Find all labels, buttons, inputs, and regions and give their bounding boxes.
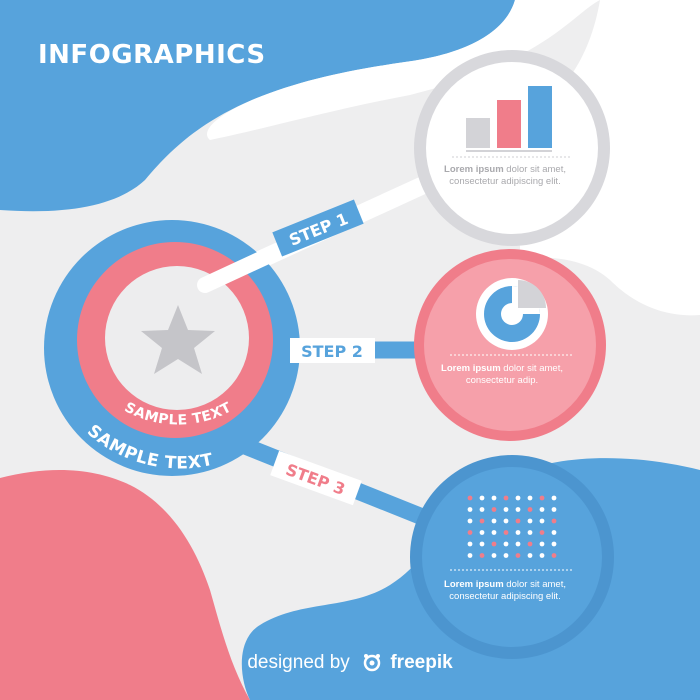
dot [503,495,509,501]
step2-tag: STEP 2 [290,338,375,363]
dot [491,553,497,558]
dot [491,541,497,547]
dot [467,541,473,547]
blue-blob-top-left [0,0,515,212]
page-title: INFOGRAPHICS [38,40,266,70]
dot [539,507,545,512]
dot [491,507,497,512]
dot [515,518,521,524]
step3-tag: STEP 3 [270,450,362,506]
dot [479,541,485,547]
pie-chart-icon [476,278,548,350]
dot [491,530,497,535]
dot [467,518,473,524]
step1-desc-rest: dolor sit amet, consectetur adipiscing e… [449,164,566,187]
dot [539,495,545,501]
step3-circle-inner [422,467,602,647]
pink-blob-bottom-left [0,469,250,700]
dot [479,530,485,535]
dot [527,553,533,558]
bar-chart-icon [466,86,552,152]
dot [515,495,521,501]
dot [467,507,473,512]
dot [551,541,557,547]
dot [503,507,509,512]
dot [539,530,545,535]
footer-credit: designed by freepik [0,652,700,674]
dot [539,541,545,547]
dot [515,553,521,558]
dot [467,495,473,501]
dot [527,495,533,501]
step2-label: STEP 2 [301,342,363,361]
footer-prefix: designed by [247,652,350,673]
step3-description: Lorem ipsum dolor sit amet, consectetur … [440,579,570,603]
dot [527,518,533,524]
step2-description: Lorem ipsum dolor sit amet, consectetur … [437,363,567,387]
dot [551,495,557,501]
dot [515,507,521,512]
dot [503,530,509,535]
step3-desc-rest: dolor sit amet, consectetur adipiscing e… [449,579,566,602]
freepik-logo-icon [363,654,381,672]
step1-description: Lorem ipsum dolor sit amet, consectetur … [440,164,570,188]
dot [503,518,509,524]
footer-brand: freepik [390,652,453,673]
dot [467,553,473,558]
dot-grid-icon [467,495,557,558]
dot [551,518,557,524]
dot [527,541,533,547]
star-icon [141,305,215,374]
white-blob-right [520,0,700,316]
step1-tag: STEP 1 [272,199,364,257]
dot [515,541,521,547]
dot [539,553,545,558]
step3-desc-bold: Lorem ipsum [444,579,504,590]
dot [479,507,485,512]
dot [527,507,533,512]
dot [491,518,497,524]
step1-desc-bold: Lorem ipsum [444,164,504,175]
white-blob-top-right [206,0,600,140]
step2-desc-rest: dolor sit amet, consectetur adip. [465,363,563,386]
dot [515,530,521,535]
dot [479,553,485,558]
dot [503,553,509,558]
dot [539,518,545,524]
dot [551,553,557,558]
step2-desc-bold: Lorem ipsum [441,363,501,374]
dot [551,530,557,535]
dot [527,530,533,535]
dot [479,518,485,524]
dot [491,495,497,501]
dot [479,495,485,501]
dot [467,530,473,535]
dot [551,507,557,512]
dot [503,541,509,547]
